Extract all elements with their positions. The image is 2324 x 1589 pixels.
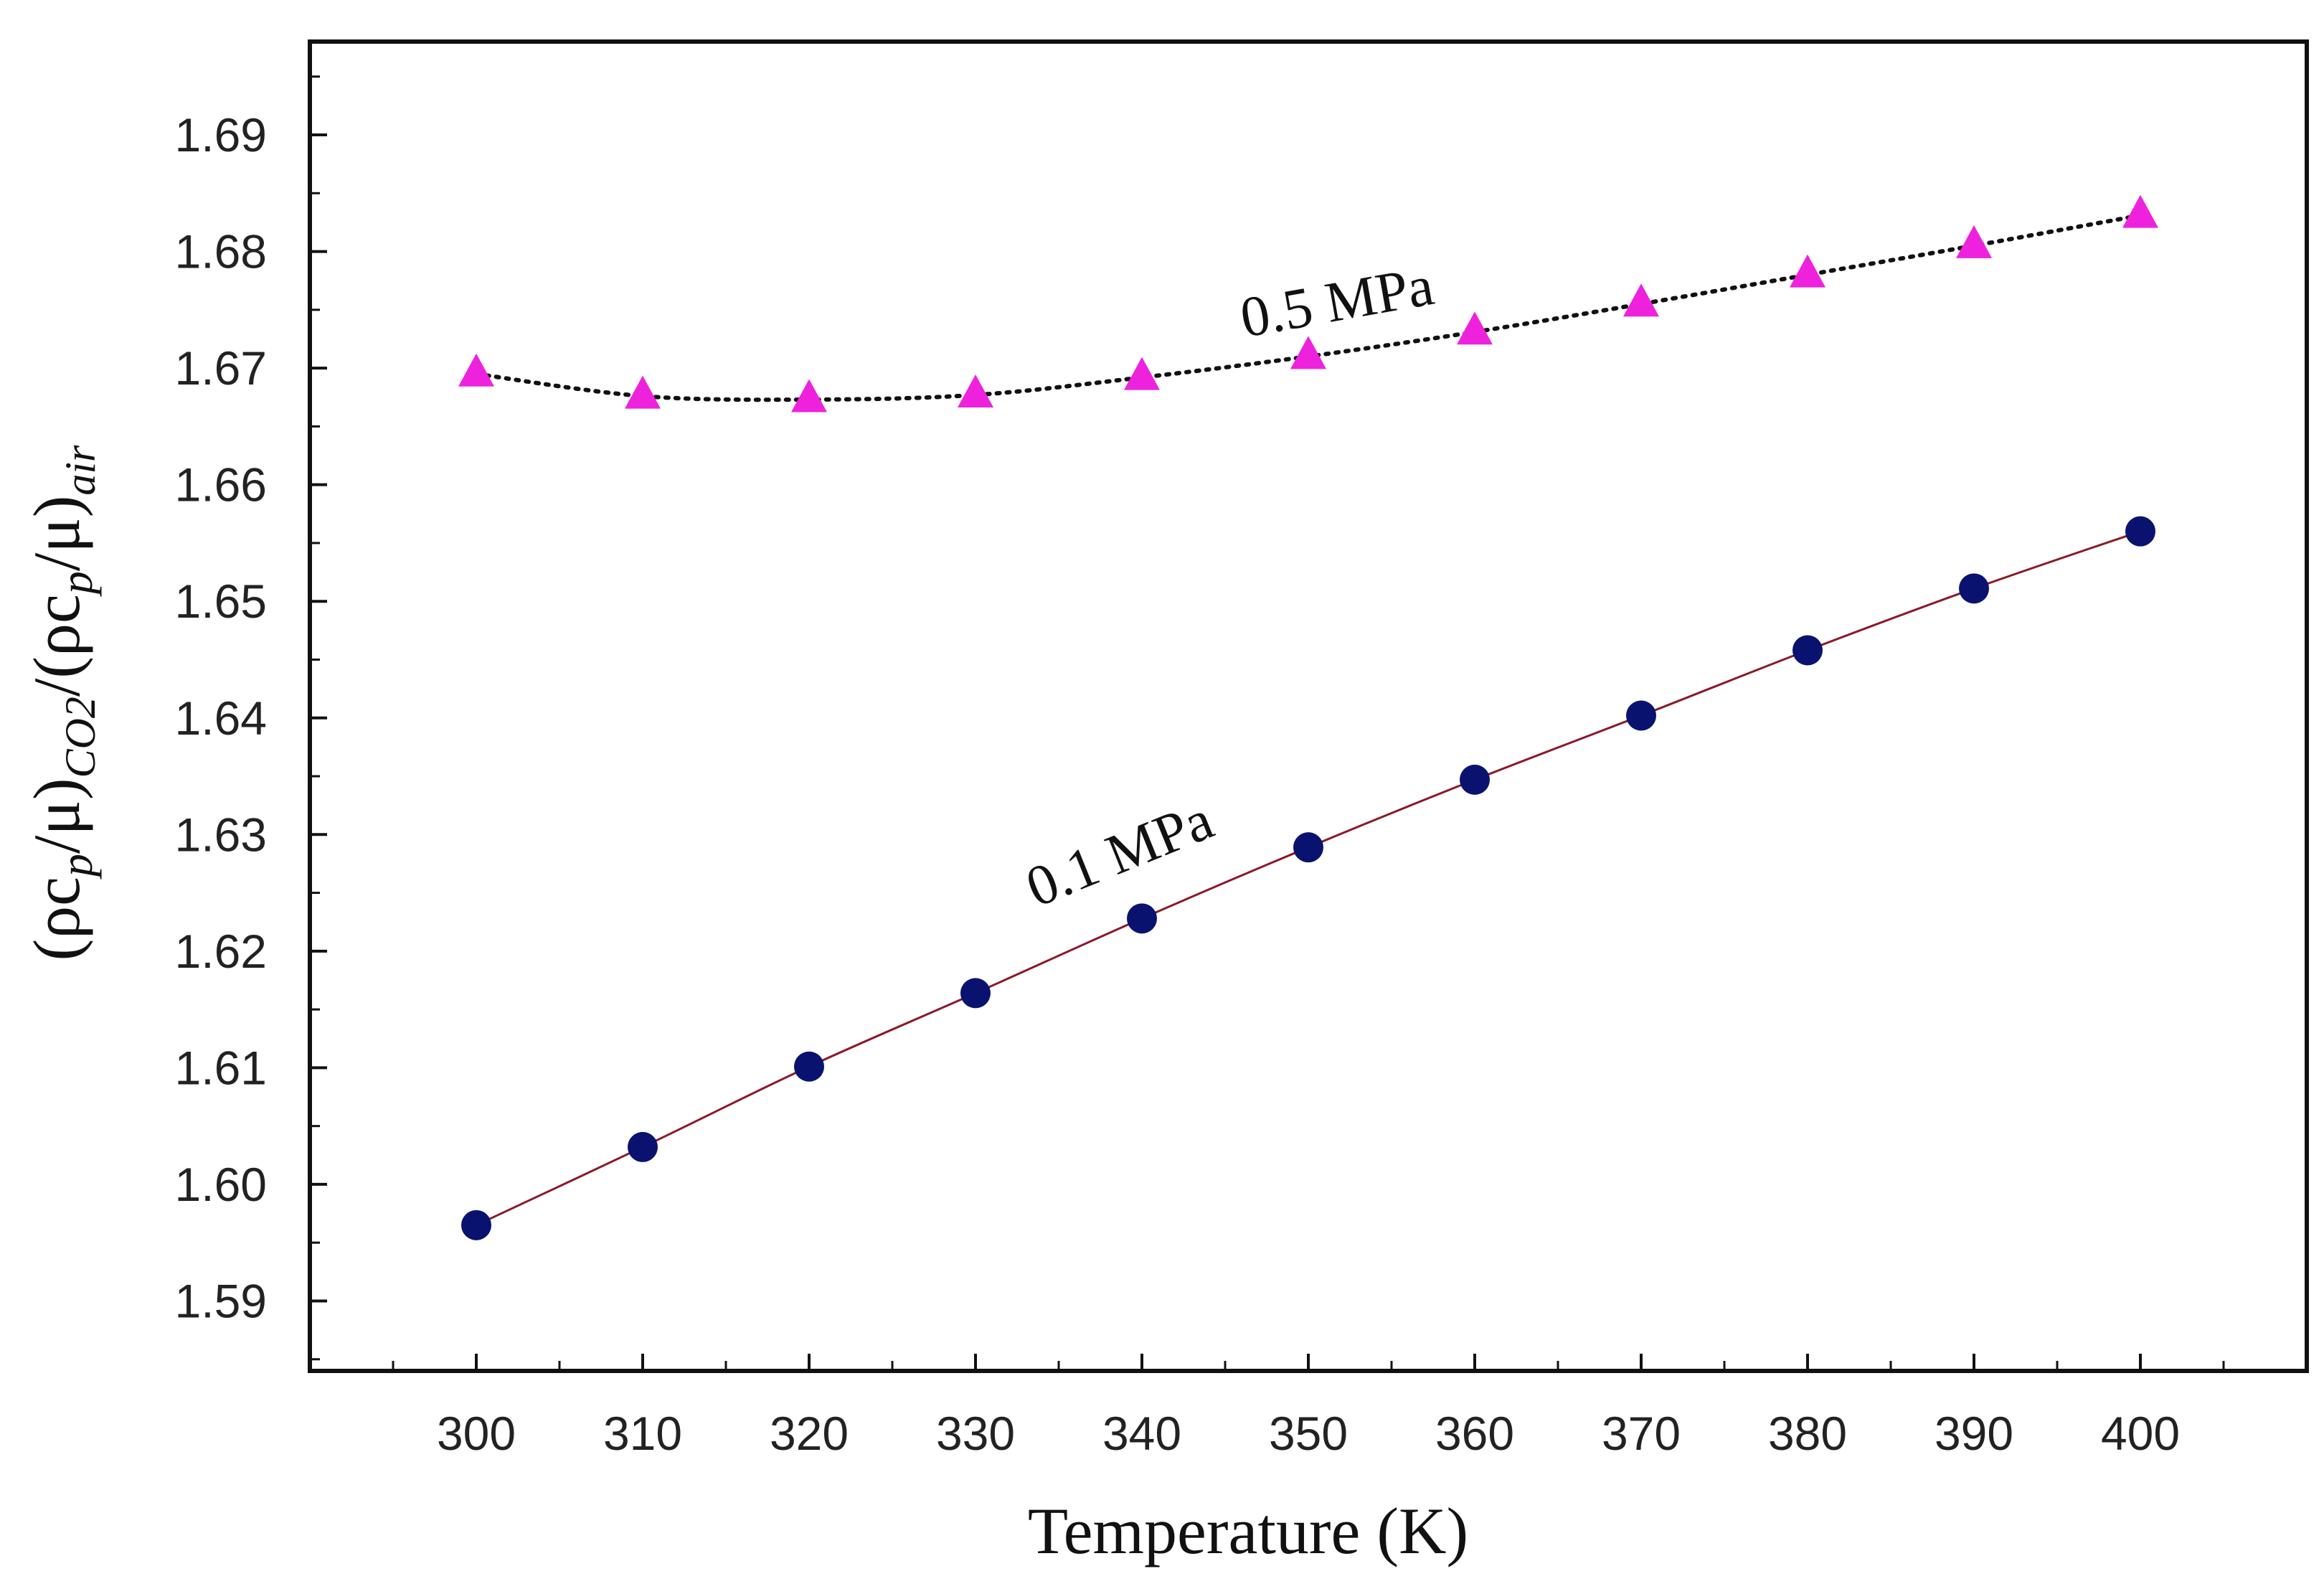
x-axis-ticks <box>392 1354 2225 1371</box>
y-tick-label: 1.67 <box>175 341 267 395</box>
x-tick-label: 330 <box>936 1407 1015 1460</box>
x-tick-label: 320 <box>770 1407 849 1460</box>
series-0-point <box>625 375 661 409</box>
y-axis-tick-labels: 1.59 1.60 1.61 1.62 1.63 1.64 1.65 1.66 1.67 1.68… <box>175 108 267 1327</box>
series-markers <box>458 194 2158 1240</box>
series-1-point <box>2125 516 2155 547</box>
y-tick-label: 1.64 <box>175 692 267 745</box>
y-tick-label: 1.68 <box>175 225 267 278</box>
y-axis-ticks <box>310 75 327 1361</box>
series-1-point <box>1959 573 1989 604</box>
x-tick-label: 350 <box>1269 1407 1348 1460</box>
series-0-point <box>2122 194 2158 228</box>
x-tick-label: 400 <box>2101 1407 2180 1460</box>
x-tick-label: 300 <box>437 1407 516 1460</box>
series-0-point <box>958 374 993 407</box>
y-tick-label: 1.69 <box>175 108 267 161</box>
y-tick-label: 1.61 <box>175 1041 267 1094</box>
series-1-point <box>1626 700 1656 731</box>
y-tick-label: 1.62 <box>175 925 267 978</box>
series-0-point <box>1124 357 1160 390</box>
series-0-point <box>1290 336 1326 369</box>
plot-frame <box>308 39 2309 1373</box>
x-tick-label: 370 <box>1602 1407 1681 1460</box>
x-tick-label: 310 <box>603 1407 682 1460</box>
series-1-point <box>960 978 991 1009</box>
y-axis-title: (ρcp/μ)CO2/(ρcp/μ)air <box>20 445 104 961</box>
series-1-point <box>1293 832 1323 863</box>
series-1-point <box>1792 635 1823 666</box>
x-axis-title: Temperature (K) <box>1028 1494 1468 1567</box>
series-1-point <box>794 1051 824 1082</box>
series-1-point <box>1127 903 1157 934</box>
y-tick-label: 1.63 <box>175 808 267 861</box>
series-0-point <box>458 353 494 387</box>
series-1-point <box>628 1131 658 1162</box>
x-axis-tick-labels: 300 310 320 330 340 350 360 370 380 390 400 <box>437 1407 2180 1460</box>
x-tick-label: 390 <box>1935 1407 2013 1460</box>
x-tick-label: 340 <box>1102 1407 1181 1460</box>
y-tick-label: 1.66 <box>175 458 267 511</box>
y-tick-label: 1.60 <box>175 1158 267 1211</box>
series-1-point <box>461 1210 491 1240</box>
x-tick-label: 360 <box>1435 1407 1514 1460</box>
series-0-point <box>1956 225 1992 258</box>
y-tick-label: 1.65 <box>175 575 267 628</box>
series-0-point <box>1790 254 1825 288</box>
series-0-point <box>1623 283 1659 317</box>
y-tick-label: 1.59 <box>175 1274 267 1327</box>
series-0-point <box>791 379 827 412</box>
series-1-point <box>1460 764 1490 795</box>
series-0-point <box>1457 311 1493 345</box>
x-tick-label: 380 <box>1768 1407 1847 1460</box>
